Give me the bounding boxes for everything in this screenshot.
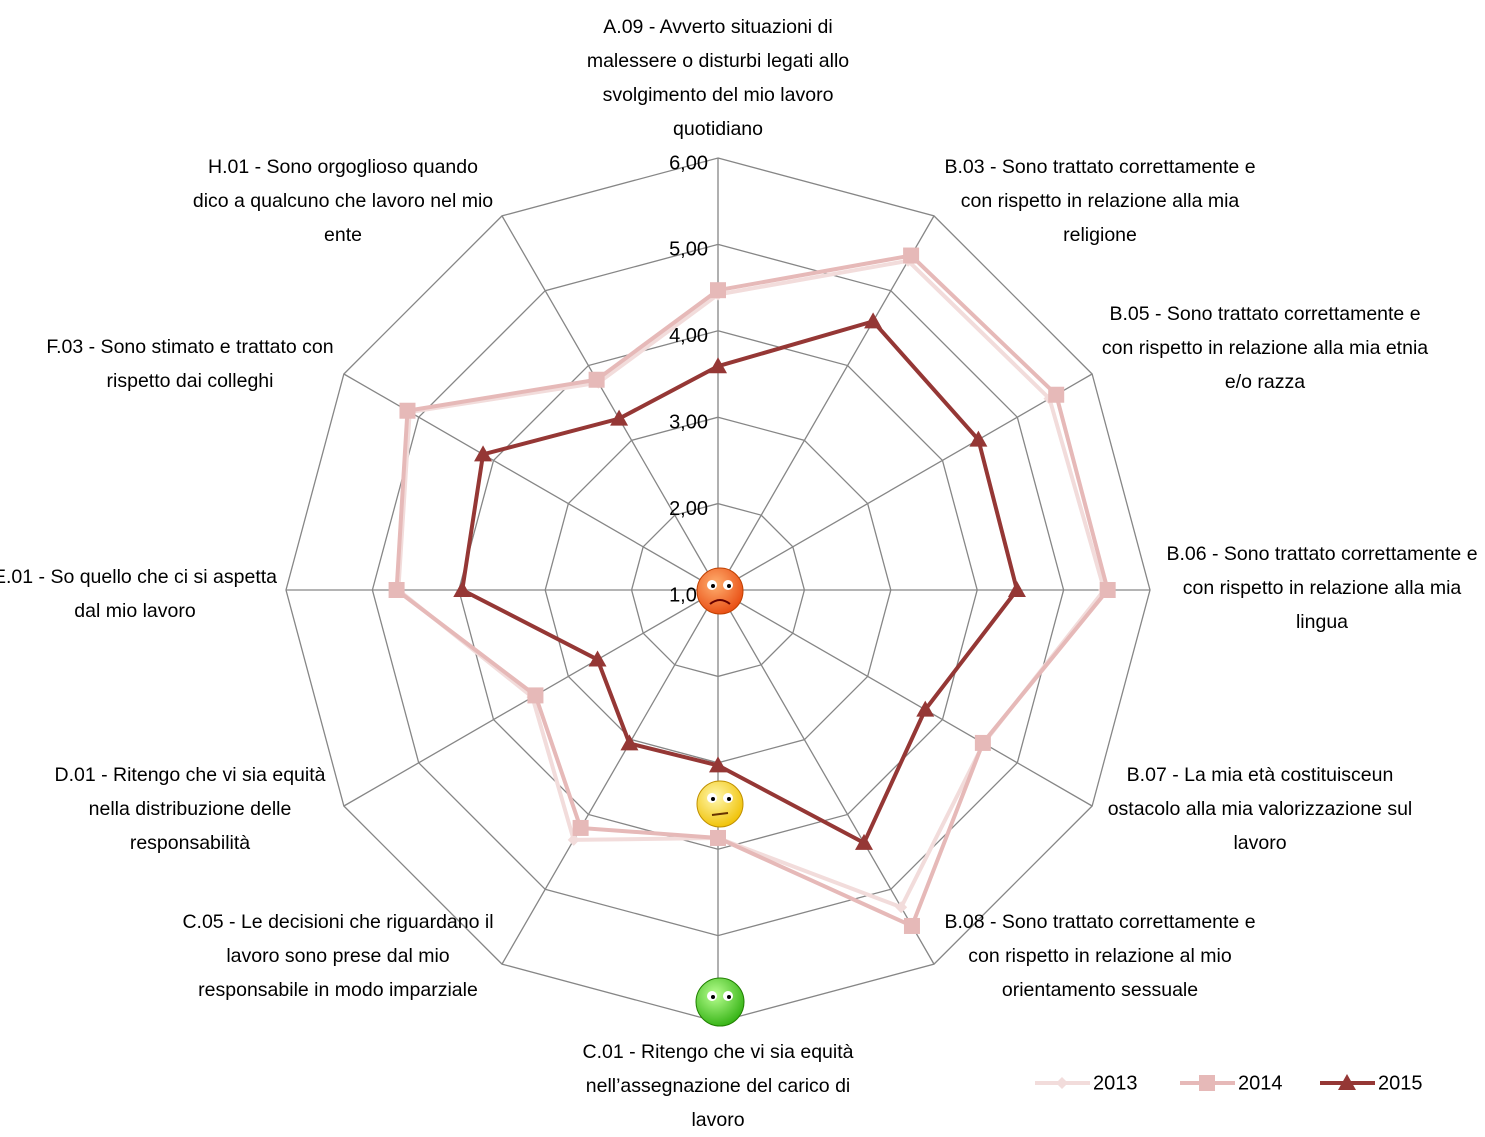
- marker: [474, 445, 493, 462]
- marker: [1199, 1075, 1215, 1091]
- category-label: E.01 - So quello che ci si aspetta dal m…: [0, 566, 277, 622]
- marker: [709, 357, 727, 374]
- marker: [903, 247, 920, 264]
- tick-label: 2,00: [669, 498, 708, 520]
- category-label: H.01 - Sono orgoglioso quando dico a qua…: [192, 156, 494, 246]
- spoke: [717, 589, 1093, 807]
- tick-label: 6,00: [669, 152, 708, 174]
- marker: [974, 734, 991, 751]
- marker: [1099, 582, 1116, 598]
- marker: [855, 833, 874, 850]
- tick-label: 5,00: [669, 239, 708, 261]
- marker: [710, 829, 726, 846]
- marker: [916, 700, 935, 717]
- spoke: [501, 589, 719, 965]
- category-label: B.03 - Sono trattato correttamente e con…: [944, 156, 1256, 246]
- marker: [710, 282, 726, 299]
- category-label: F.03 - Sono stimato e trattato con rispe…: [46, 336, 334, 392]
- marker: [864, 312, 883, 329]
- category-label: B.07 - La mia età costituisceun ostacolo…: [1107, 764, 1413, 854]
- smiley-green: [695, 977, 745, 1027]
- category-label: C.05 - Le decisioni che riguardano il la…: [182, 911, 494, 1001]
- marker: [567, 833, 580, 846]
- marker: [588, 371, 605, 388]
- marker: [620, 734, 639, 751]
- marker: [572, 819, 589, 836]
- marker: [895, 901, 908, 914]
- legend-label: 2014: [1238, 1072, 1283, 1094]
- marker: [399, 402, 416, 419]
- smiley-yellow: [696, 780, 744, 828]
- smiley-orange: [696, 567, 744, 615]
- category-label: B.06 - Sono trattato correttamente e con…: [1166, 543, 1478, 633]
- category-label: C.01 - Ritengo che vi sia equità nell’as…: [582, 1041, 854, 1131]
- marker: [610, 409, 629, 426]
- marker: [1048, 386, 1065, 403]
- marker: [588, 650, 607, 667]
- marker: [388, 582, 405, 598]
- marker: [1056, 1077, 1068, 1089]
- tick-label: 4,00: [669, 325, 708, 347]
- legend-label: 2015: [1378, 1072, 1423, 1094]
- tick-label: 3,00: [669, 411, 708, 433]
- marker: [1007, 581, 1026, 597]
- marker: [1338, 1074, 1356, 1090]
- marker: [453, 581, 472, 597]
- category-label: D.01 - Ritengo che vi sia equità nella d…: [54, 764, 326, 854]
- legend-label: 2013: [1093, 1072, 1138, 1094]
- marker: [903, 917, 920, 934]
- marker: [709, 756, 727, 773]
- marker: [969, 430, 988, 447]
- spoke: [717, 215, 935, 591]
- spoke: [501, 215, 719, 591]
- category-label: B.05 - Sono trattato correttamente e con…: [1101, 303, 1429, 393]
- marker: [527, 687, 544, 704]
- category-label: A.09 - Avverto situazioni di malessere o…: [586, 16, 850, 140]
- category-label: B.08 - Sono trattato correttamente e con…: [944, 911, 1256, 1001]
- spoke: [717, 373, 1093, 591]
- spoke: [717, 589, 935, 965]
